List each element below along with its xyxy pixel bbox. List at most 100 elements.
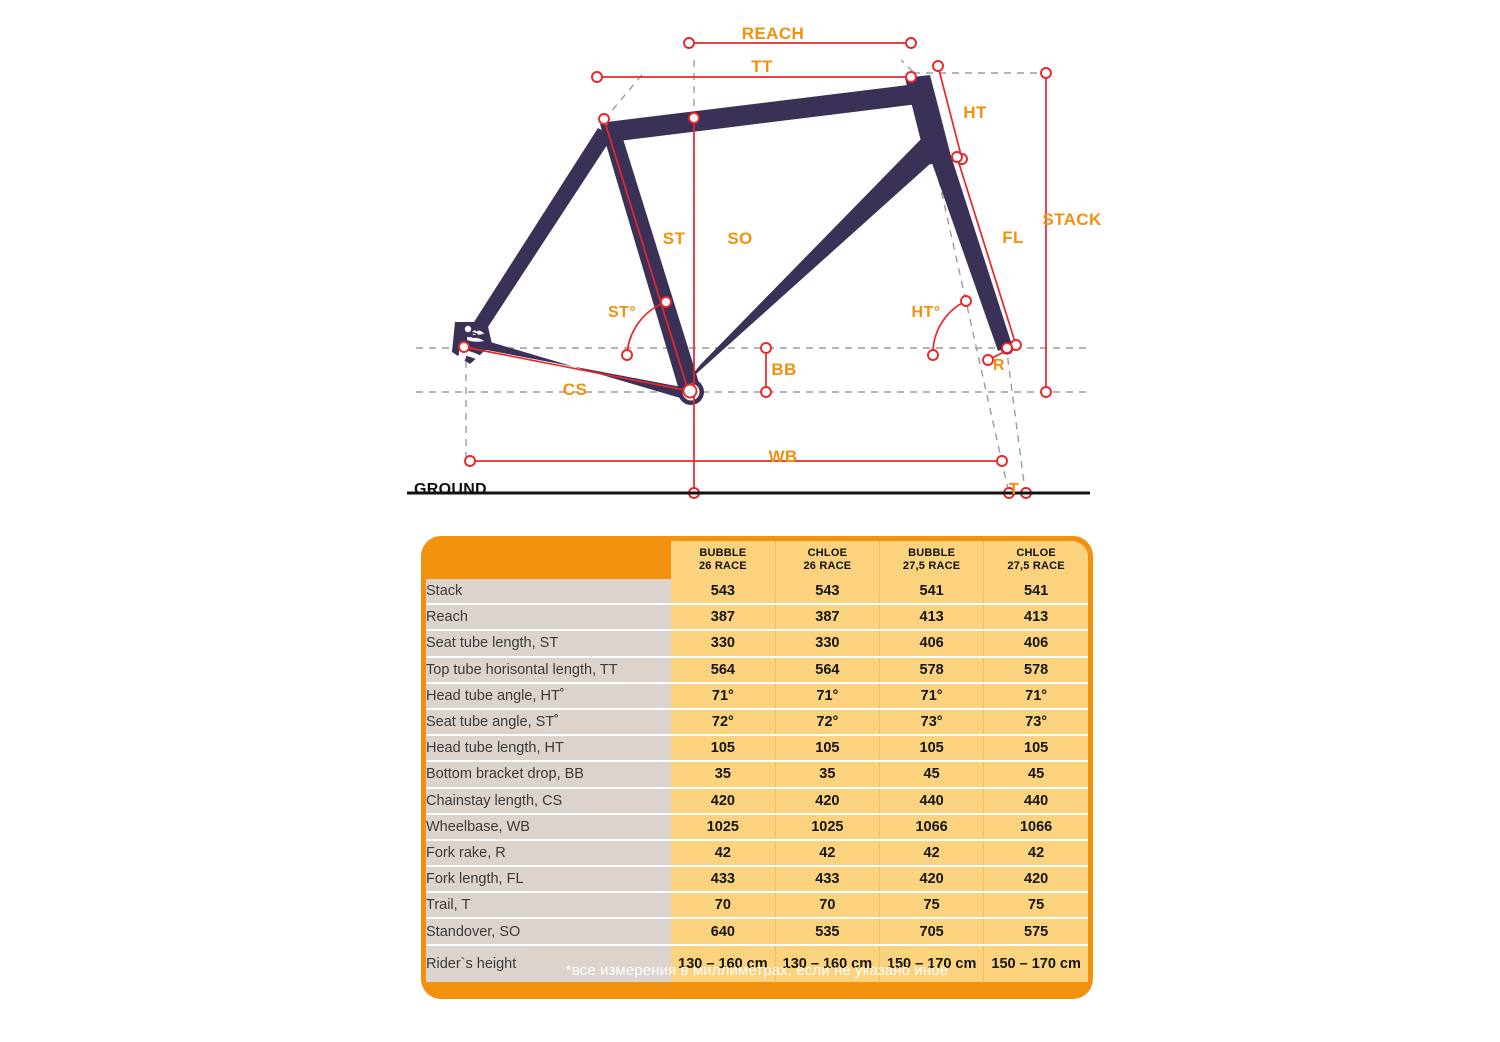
row-value: 541 <box>983 579 1088 606</box>
row-value: 575 <box>983 918 1088 945</box>
row-label: Wheelbase, WB <box>426 813 671 841</box>
header-blank-cell <box>426 541 671 579</box>
row-value: 564 <box>671 656 776 684</box>
label-so: SO <box>727 229 752 248</box>
row-value: 42 <box>671 839 776 868</box>
table-row: Stack 543 543 541 541 <box>426 579 1088 606</box>
column-brand-1: CHLOE <box>807 547 848 560</box>
row-value: 71° <box>774 682 880 710</box>
row-value: 42 <box>983 839 1088 868</box>
row-label: Fork length, FL <box>426 866 671 894</box>
column-brand-0: BUBBLE <box>699 547 747 560</box>
label-reach: REACH <box>742 24 804 43</box>
table-row: Seat tube angle, ST˚ 72° 72° 73° 73° <box>426 708 1088 737</box>
table-row: Bottom bracket drop, BB 35 35 45 45 <box>426 761 1088 789</box>
row-value: 413 <box>983 604 1088 632</box>
table-header-row: BUBBLE 26 RACE CHLOE 26 RACE BUBBLE 27,5… <box>426 541 1088 579</box>
geometry-spec-table: BUBBLE 26 RACE CHLOE 26 RACE BUBBLE 27,5… <box>421 536 1093 999</box>
table-row: Reach 387 387 413 413 <box>426 604 1088 632</box>
row-value: 71° <box>878 682 984 710</box>
row-value: 73° <box>983 708 1088 737</box>
row-value: 541 <box>878 579 984 606</box>
table-row: Seat tube length, ST 330 330 406 406 <box>426 630 1088 658</box>
table-row: Fork rake, R 42 42 42 42 <box>426 839 1088 868</box>
row-label: Seat tube angle, ST˚ <box>426 708 671 737</box>
row-value: 440 <box>878 787 984 815</box>
row-value: 543 <box>774 579 880 606</box>
row-value: 330 <box>671 630 776 658</box>
row-label: Bottom bracket drop, BB <box>426 761 671 789</box>
column-model-1: 26 RACE <box>803 560 852 572</box>
label-bb: BB <box>771 360 796 379</box>
column-brand-2: BUBBLE <box>908 547 956 560</box>
column-header-2: BUBBLE 27,5 RACE <box>878 541 984 579</box>
column-header-1: CHLOE 26 RACE <box>774 541 880 579</box>
label-ht: HT <box>963 103 987 122</box>
table-row: Fork length, FL 433 433 420 420 <box>426 866 1088 894</box>
spec-table-body: Stack 543 543 541 541 Reach 387 387 413 413 Seat t… <box>426 579 1088 982</box>
label-ht-angle: HT° <box>912 304 941 321</box>
table-row: Trail, T 70 70 75 75 <box>426 892 1088 920</box>
table-row: Chainstay length, CS 420 420 440 440 <box>426 787 1088 815</box>
row-value: 420 <box>774 787 880 815</box>
row-value: 1066 <box>878 813 984 841</box>
label-ground: GROUND <box>414 481 487 498</box>
label-st: ST <box>663 229 686 248</box>
column-model-3: 27,5 RACE <box>1007 560 1065 572</box>
table-row: Head tube angle, HT˚ 71° 71° 71° 71° <box>426 682 1088 710</box>
row-label: Seat tube length, ST <box>426 630 671 658</box>
column-header-3: CHLOE 27,5 RACE <box>983 541 1088 579</box>
row-value: 705 <box>878 918 984 945</box>
row-value: 420 <box>983 866 1088 894</box>
row-value: 387 <box>671 604 776 632</box>
spec-table-head: BUBBLE 26 RACE CHLOE 26 RACE BUBBLE 27,5… <box>426 541 1088 579</box>
column-header-0: BUBBLE 26 RACE <box>671 541 776 579</box>
row-value: 130 – 160 cm <box>774 943 880 982</box>
label-cs: CS <box>563 380 587 399</box>
table-row: Rider`s height 130 – 160 cm 130 – 160 cm 15… <box>426 943 1088 982</box>
row-value: 420 <box>671 787 776 815</box>
row-value: 150 – 170 cm <box>878 943 984 982</box>
row-label: Stack <box>426 579 671 606</box>
dimension-endpoints <box>458 37 1052 499</box>
label-r: R <box>993 357 1005 374</box>
row-value: 42 <box>774 839 880 868</box>
row-value: 45 <box>983 761 1088 789</box>
row-value: 1025 <box>774 813 880 841</box>
table-footnote: *все измерения в миллиметрах, если не ук… <box>565 961 949 979</box>
row-value: 406 <box>983 630 1088 658</box>
spec-table-grid: BUBBLE 26 RACE CHLOE 26 RACE BUBBLE 27,5… <box>426 541 1088 982</box>
row-value: 70 <box>671 892 776 920</box>
row-label: Reach <box>426 604 671 632</box>
row-value: 578 <box>878 656 984 684</box>
label-stack: STACK <box>1042 210 1102 229</box>
column-model-0: 26 RACE <box>698 560 747 572</box>
row-value: 640 <box>671 918 776 945</box>
row-value: 330 <box>774 630 880 658</box>
row-value: 387 <box>774 604 880 632</box>
row-label: Trail, T <box>426 892 671 920</box>
table-row: Wheelbase, WB 1025 1025 1066 1066 <box>426 813 1088 841</box>
row-value: 45 <box>878 761 984 789</box>
row-value: 564 <box>774 656 880 684</box>
row-value: 543 <box>671 579 776 606</box>
row-value: 105 <box>878 735 984 763</box>
row-value: 35 <box>774 761 880 789</box>
row-value: 130 – 160 cm <box>671 943 776 982</box>
row-value: 406 <box>878 630 984 658</box>
row-value: 440 <box>983 787 1088 815</box>
row-value: 72° <box>671 708 776 737</box>
row-value: 433 <box>774 866 880 894</box>
row-label: Fork rake, R <box>426 839 671 868</box>
table-row: Standover, SO 640 535 705 575 <box>426 918 1088 945</box>
row-value: 42 <box>878 839 984 868</box>
row-value: 535 <box>774 918 880 945</box>
row-value: 433 <box>671 866 776 894</box>
row-label: Rider`s height <box>426 943 671 982</box>
column-model-2: 27,5 RACE <box>902 560 961 572</box>
label-t: T <box>1009 481 1019 498</box>
frame-geometry-diagram: S <box>0 0 1500 520</box>
row-value: 420 <box>878 866 984 894</box>
row-value: 73° <box>878 708 984 737</box>
row-value: 35 <box>671 761 776 789</box>
